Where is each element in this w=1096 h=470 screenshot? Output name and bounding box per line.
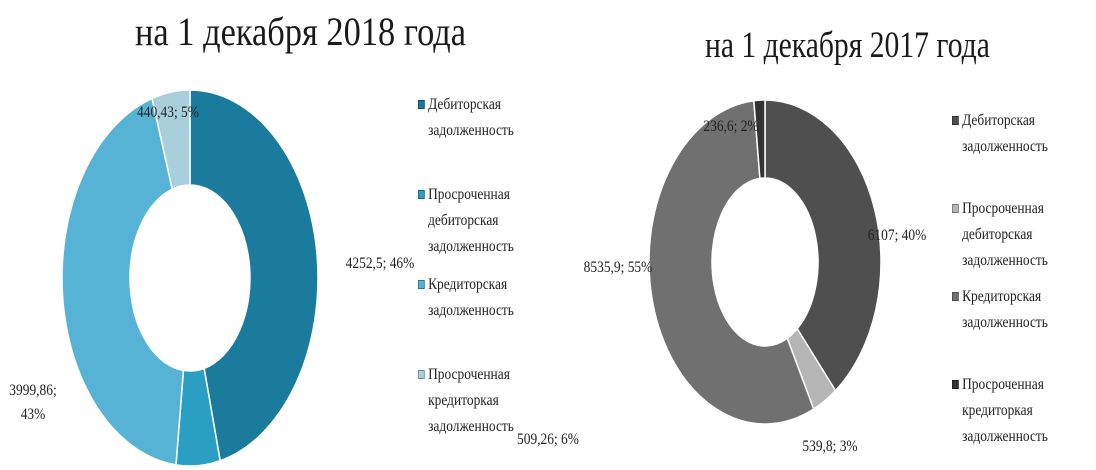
chart-title: на 1 декабря 2018 года <box>135 9 467 54</box>
legend-label: Кредиторская задолженность <box>962 288 1048 331</box>
legend-swatch <box>952 116 959 125</box>
donut-slice-overdue-payables <box>151 89 191 191</box>
legend-label: Дебиторская задолженность <box>962 112 1048 155</box>
data-label-overdue-payables: 440,43; 5% <box>137 104 199 121</box>
data-label-receivables: 4252,5; 46% <box>346 255 415 272</box>
legend-swatch <box>418 100 425 109</box>
legend-item-overdue-receivables: Просроченная дебиторская задолженность <box>952 196 1073 284</box>
chart-2017: на 1 декабря 2017 года 6107; 40% 539,8; 3… <box>560 0 1096 470</box>
legend-swatch <box>418 280 425 289</box>
chart-title: на 1 декабря 2017 года <box>705 25 990 66</box>
legend-label: Просроченная дебиторская задолженность <box>962 200 1048 269</box>
legend: Дебиторская задолженность Просроченная д… <box>418 92 568 452</box>
legend-item-payables: Кредиторская задолженность <box>418 272 544 362</box>
legend-label: Просроченная дебиторская задолженность <box>428 186 514 255</box>
legend-swatch <box>952 380 959 389</box>
data-label-overdue-receivables: 539,8; 3% <box>802 438 857 455</box>
data-label-overdue-receivables: 509,26; 6% <box>517 431 579 448</box>
donut-chart-2018: 4252,5; 46% 509,26; 6% 3999,86; 43% 440,43; … <box>9 89 579 467</box>
legend-label: Просроченная кредиторкая задолженность <box>428 366 514 435</box>
legend-label: Дебиторская задолженность <box>428 96 514 139</box>
data-label-payables: 8535,9; 55% <box>584 259 653 276</box>
data-label-payables: 3999,86; 43% <box>9 382 56 423</box>
legend-item-receivables: Дебиторская задолженность <box>418 92 544 182</box>
legend-label: Просроченная кредиторкая задолженность <box>962 376 1048 445</box>
legend-label: Кредиторская задолженность <box>428 276 514 319</box>
legend-item-payables: Кредиторская задолженность <box>952 284 1073 372</box>
donut-slice-overdue-payables <box>753 99 766 180</box>
donut-slice-receivables <box>189 89 319 462</box>
chart-2018: на 1 декабря 2018 года 4252,5; 46% 509,26… <box>9 9 579 467</box>
donut-slice-payables <box>648 99 815 425</box>
legend: Дебиторская задолженность Просроченная д… <box>952 108 1096 460</box>
legend-swatch <box>418 190 425 199</box>
legend-item-overdue-payables: Просроченная кредиторкая задолженность <box>952 372 1073 460</box>
data-label-receivables: 6107; 40% <box>868 227 927 244</box>
legend-item-receivables: Дебиторская задолженность <box>952 108 1073 196</box>
legend-item-overdue-payables: Просроченная кредиторкая задолженность <box>418 362 544 452</box>
donut-slice-payables <box>61 97 185 466</box>
donut-slice-receivables <box>764 99 882 392</box>
data-label-overdue-payables: 236,6; 2% <box>703 118 758 135</box>
legend-swatch <box>418 370 425 379</box>
donut-chart-2017: 6107; 40% 539,8; 3% 8535,9; 55% 236,6; 2% <box>584 99 927 455</box>
legend-swatch <box>952 292 959 301</box>
legend-swatch <box>952 204 959 213</box>
legend-item-overdue-receivables: Просроченная дебиторская задолженность <box>418 182 544 272</box>
